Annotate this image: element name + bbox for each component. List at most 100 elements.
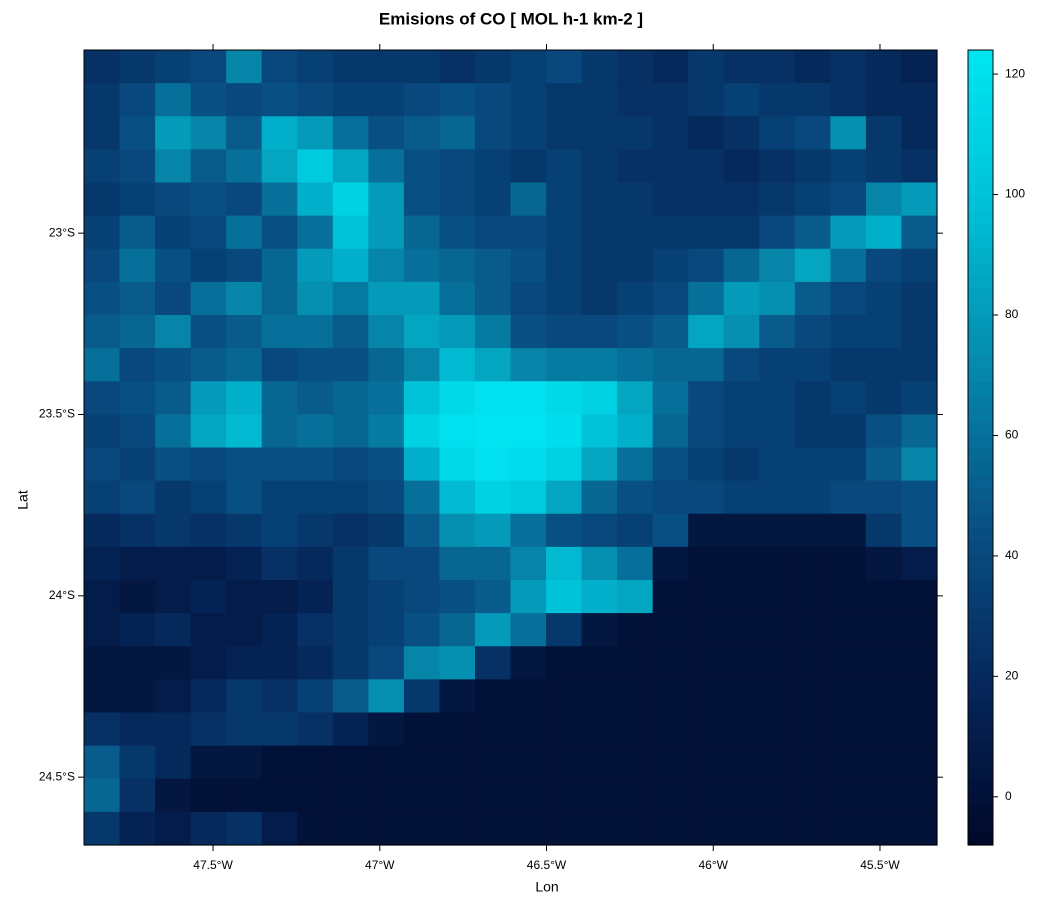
heat-cell xyxy=(724,83,760,117)
heat-cell xyxy=(191,381,227,415)
colorbar-band xyxy=(968,275,993,289)
heat-cell xyxy=(724,713,760,747)
colorbar-band xyxy=(968,289,993,303)
heat-cell xyxy=(866,183,902,217)
colorbar-band xyxy=(968,819,993,833)
heat-cell xyxy=(617,448,653,482)
heat-cell xyxy=(653,713,689,747)
heat-cell xyxy=(120,580,156,614)
heat-cell xyxy=(724,282,760,316)
heat-cell xyxy=(759,282,795,316)
colorbar-band xyxy=(968,77,993,91)
heat-cell xyxy=(333,282,369,316)
heat-cell xyxy=(617,249,653,283)
heat-cell xyxy=(759,547,795,581)
heat-cell xyxy=(297,249,333,283)
colorbar-band xyxy=(968,90,993,104)
heat-cell xyxy=(688,448,724,482)
heat-cell xyxy=(617,613,653,647)
y-tick-label: 23°S xyxy=(49,225,75,239)
heat-cell xyxy=(901,149,937,183)
heat-cell xyxy=(511,249,547,283)
heat-cell xyxy=(688,547,724,581)
heat-cell xyxy=(617,746,653,780)
heat-cell xyxy=(511,713,547,747)
heat-cell xyxy=(155,149,191,183)
heat-cell xyxy=(511,282,547,316)
heat-cell xyxy=(795,315,831,349)
heat-cell xyxy=(475,746,511,780)
colorbar-band xyxy=(968,686,993,700)
heat-cell xyxy=(546,580,582,614)
heat-cell xyxy=(155,713,191,747)
heat-cell xyxy=(795,83,831,117)
heat-cell xyxy=(724,249,760,283)
heat-cell xyxy=(546,381,582,415)
heat-cell xyxy=(901,216,937,250)
heat-cell xyxy=(333,183,369,217)
heat-cell xyxy=(511,50,547,84)
heat-cell xyxy=(120,547,156,581)
heat-cell xyxy=(475,282,511,316)
heat-cell xyxy=(333,746,369,780)
heat-cell xyxy=(191,514,227,548)
heat-cell xyxy=(759,613,795,647)
heat-cell xyxy=(511,216,547,250)
heat-cell xyxy=(759,646,795,680)
heat-cell xyxy=(759,348,795,382)
heat-cell xyxy=(653,514,689,548)
heat-cell xyxy=(226,348,262,382)
heat-cell xyxy=(368,646,404,680)
heat-cell xyxy=(688,481,724,515)
heat-cell xyxy=(688,580,724,614)
heat-cell xyxy=(191,679,227,713)
heat-cell xyxy=(120,613,156,647)
heat-cell xyxy=(84,83,120,117)
heat-cell xyxy=(546,746,582,780)
heat-cell xyxy=(155,448,191,482)
x-tick-label: 46.5°W xyxy=(527,858,567,872)
heat-cell xyxy=(262,514,298,548)
heat-cell xyxy=(297,679,333,713)
heat-cell xyxy=(617,679,653,713)
heat-cell xyxy=(368,448,404,482)
heat-cell xyxy=(653,348,689,382)
colorbar-band xyxy=(968,249,993,263)
heat-cell xyxy=(120,481,156,515)
heat-cell xyxy=(262,216,298,250)
heat-cell xyxy=(155,249,191,283)
colorbar-tick-label: 40 xyxy=(1005,548,1019,562)
heat-cell xyxy=(155,116,191,150)
heat-cell xyxy=(759,83,795,117)
heat-cell xyxy=(901,414,937,448)
heat-cell xyxy=(688,348,724,382)
heat-cell xyxy=(795,50,831,84)
heat-cell xyxy=(617,50,653,84)
heat-cell xyxy=(475,83,511,117)
heat-cell xyxy=(759,481,795,515)
heat-cell xyxy=(866,315,902,349)
heat-cell xyxy=(84,183,120,217)
heat-cell xyxy=(191,282,227,316)
colorbar-band xyxy=(968,183,993,197)
heat-cell xyxy=(546,183,582,217)
heat-cell xyxy=(688,183,724,217)
heat-cell xyxy=(866,613,902,647)
heat-cell xyxy=(866,514,902,548)
colorbar-band xyxy=(968,222,993,236)
heat-cell xyxy=(901,315,937,349)
heat-cell xyxy=(404,381,440,415)
heat-cell xyxy=(830,348,866,382)
colorbar-band xyxy=(968,832,993,846)
colorbar-band xyxy=(968,169,993,183)
heat-cell xyxy=(688,282,724,316)
heat-cell xyxy=(439,646,475,680)
heat-cell xyxy=(226,249,262,283)
heat-cell xyxy=(84,448,120,482)
heat-cell xyxy=(759,149,795,183)
heat-cell xyxy=(84,547,120,581)
heat-cell xyxy=(901,448,937,482)
colorbar-band xyxy=(968,196,993,210)
heat-cell xyxy=(404,646,440,680)
heat-cell xyxy=(368,580,404,614)
